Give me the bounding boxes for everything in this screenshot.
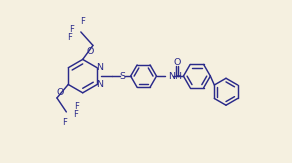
Text: N: N [96,63,103,72]
Text: NH: NH [168,72,182,81]
Text: S: S [119,72,125,81]
Text: N: N [96,80,103,89]
Text: F: F [74,102,79,111]
Text: O: O [173,58,181,67]
Text: F: F [68,33,72,42]
Text: F: F [69,25,74,34]
Text: F: F [73,110,78,119]
Text: F: F [80,17,85,26]
Text: O: O [86,47,94,56]
Text: F: F [62,118,67,127]
Text: O: O [56,88,64,97]
